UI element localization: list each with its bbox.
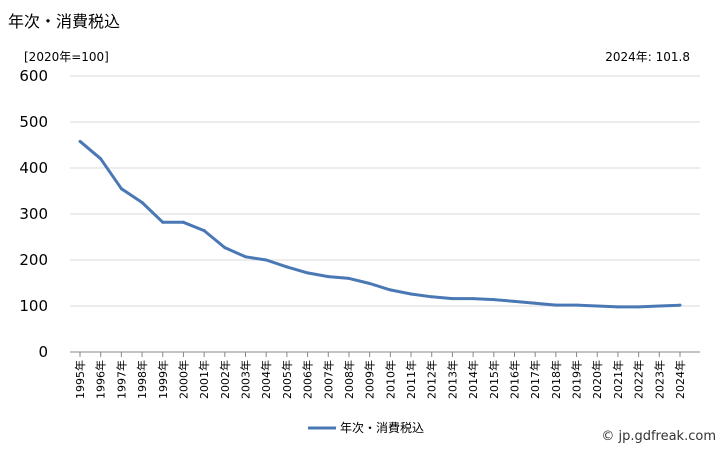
data-point — [78, 139, 82, 143]
unit-label: [2020年=100] — [24, 50, 109, 64]
x-tick-label: 1998年 — [135, 360, 149, 399]
series-line — [79, 140, 681, 309]
x-tick-label: 2018年 — [549, 360, 563, 399]
x-tick-label: 2017年 — [528, 360, 542, 399]
data-point — [492, 298, 496, 302]
data-point — [368, 281, 372, 285]
y-tick-label: 200 — [19, 251, 48, 269]
data-point — [554, 303, 558, 307]
x-tick-label: 2007年 — [321, 360, 335, 399]
data-point — [181, 220, 185, 224]
x-tick-label: 1996年 — [94, 360, 108, 399]
x-tick-label: 2020年 — [590, 360, 604, 399]
x-tick-label: 2014年 — [466, 360, 480, 399]
x-tick-label: 2000年 — [176, 360, 190, 399]
data-point — [202, 229, 206, 233]
data-point — [223, 246, 227, 250]
data-point — [533, 301, 537, 305]
data-point — [512, 299, 516, 303]
x-tick-label: 2009年 — [363, 360, 377, 399]
data-point — [326, 275, 330, 279]
data-point — [409, 292, 413, 296]
data-point — [430, 295, 434, 299]
y-tick-label: 500 — [19, 113, 48, 131]
x-tick-label: 2024年 — [673, 360, 687, 399]
data-point — [161, 220, 165, 224]
x-tick-label: 2002年 — [218, 360, 232, 399]
x-tick-label: 2015年 — [487, 360, 501, 399]
x-tick-label: 2012年 — [425, 360, 439, 399]
legend-label: 年次・消費税込 — [340, 420, 424, 435]
data-point — [575, 303, 579, 307]
chart-title: 年次・消費税込 — [8, 12, 121, 31]
data-point — [264, 258, 268, 262]
data-point — [657, 304, 661, 308]
data-point — [285, 265, 289, 269]
latest-value-label: 2024年: 101.8 — [605, 50, 690, 64]
data-point — [595, 304, 599, 308]
x-tick-label: 2006年 — [301, 360, 315, 399]
x-tick-label: 2013年 — [445, 360, 459, 399]
x-tick-label: 1997年 — [114, 360, 128, 399]
data-point — [678, 303, 682, 307]
x-tick-label: 2005年 — [280, 360, 294, 399]
data-point — [616, 305, 620, 309]
x-tick-label: 2022年 — [632, 360, 646, 399]
x-tick-label: 2001年 — [197, 360, 211, 399]
data-point — [119, 187, 123, 191]
data-point — [450, 297, 454, 301]
x-tick-label: 2008年 — [342, 360, 356, 399]
y-tick-label: 600 — [19, 67, 48, 85]
data-point — [306, 271, 310, 275]
x-tick-label: 2016年 — [507, 360, 521, 399]
data-point — [140, 201, 144, 204]
x-tick-label: 2003年 — [239, 360, 253, 399]
x-tick-label: 1995年 — [73, 360, 87, 399]
x-tick-label: 2010年 — [383, 360, 397, 399]
data-point — [347, 276, 351, 280]
x-tick-label: 2021年 — [611, 360, 625, 399]
y-tick-label: 300 — [19, 205, 48, 223]
x-tick-label: 2023年 — [652, 360, 666, 399]
x-tick-label: 2011年 — [404, 360, 418, 399]
y-tick-label: 400 — [19, 159, 48, 177]
data-point — [637, 305, 641, 309]
y-tick-label: 0 — [38, 343, 48, 361]
data-point — [99, 157, 103, 161]
x-tick-label: 1999年 — [156, 360, 170, 399]
x-tick-label: 2019年 — [570, 360, 584, 399]
source-credit: © jp.gdfreak.com — [601, 429, 716, 444]
x-tick-label: 2004年 — [259, 360, 273, 399]
y-tick-label: 100 — [19, 297, 48, 315]
data-point — [388, 288, 392, 292]
data-point — [244, 255, 248, 259]
data-point — [471, 297, 475, 301]
